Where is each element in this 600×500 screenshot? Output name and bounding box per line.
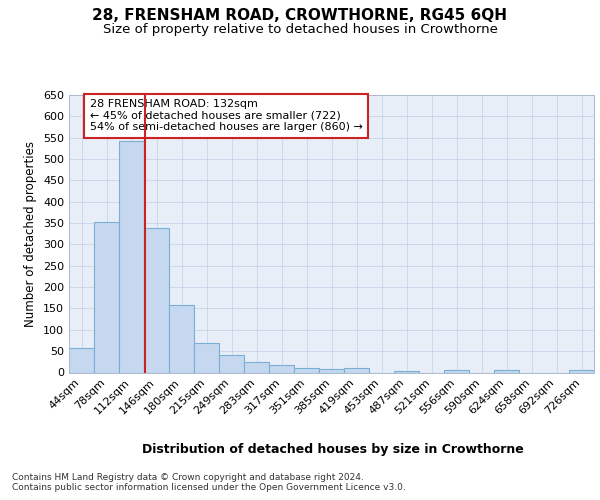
Bar <box>219 354 244 372</box>
Bar <box>119 141 144 372</box>
Text: Contains HM Land Registry data © Crown copyright and database right 2024.
Contai: Contains HM Land Registry data © Crown c… <box>12 472 406 492</box>
Bar <box>194 342 219 372</box>
Text: Size of property relative to detached houses in Crowthorne: Size of property relative to detached ho… <box>103 22 497 36</box>
Bar <box>344 368 369 372</box>
Bar <box>69 348 94 372</box>
Text: 28, FRENSHAM ROAD, CROWTHORNE, RG45 6QH: 28, FRENSHAM ROAD, CROWTHORNE, RG45 6QH <box>92 8 508 22</box>
Bar <box>144 228 169 372</box>
Bar <box>244 362 269 372</box>
Bar <box>444 370 469 372</box>
Bar <box>569 370 594 372</box>
Text: 28 FRENSHAM ROAD: 132sqm
← 45% of detached houses are smaller (722)
54% of semi-: 28 FRENSHAM ROAD: 132sqm ← 45% of detach… <box>90 99 363 132</box>
Bar <box>169 306 194 372</box>
Bar <box>269 365 294 372</box>
Bar <box>294 368 319 372</box>
Bar <box>319 369 344 372</box>
Y-axis label: Number of detached properties: Number of detached properties <box>25 141 37 327</box>
Bar <box>394 371 419 372</box>
Text: Distribution of detached houses by size in Crowthorne: Distribution of detached houses by size … <box>142 442 524 456</box>
Bar <box>494 370 519 372</box>
Bar <box>94 222 119 372</box>
